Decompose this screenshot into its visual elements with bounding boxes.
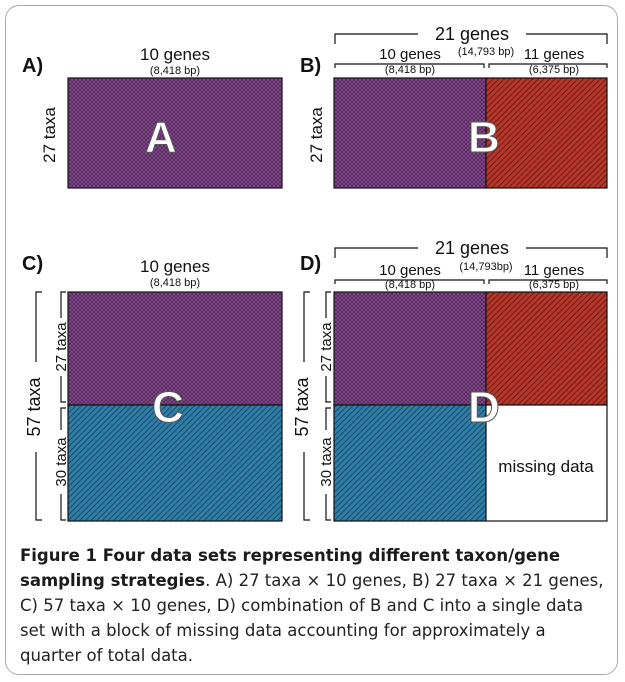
- panel-d-right-genes: 11 genes: [524, 262, 585, 279]
- panel-b-block-label: B: [468, 113, 500, 162]
- panel-a-letter: A): [22, 55, 43, 77]
- panel-a-block: [67, 77, 283, 189]
- panel-b-total-bp: (14,793 bp): [458, 46, 514, 58]
- panel-d-bottom-taxa: 30 taxa: [318, 437, 335, 487]
- panel-c-top-taxa: 27 taxa: [53, 322, 70, 372]
- panel-d-sub-brackets: [334, 279, 608, 284]
- panel-d-top-right-block: [485, 291, 608, 406]
- panel-a-taxa: 27 taxa: [40, 107, 59, 163]
- panel-d: D) 21 genes (14,793bp) 10 genes (8,418 b…: [292, 238, 608, 522]
- figure-diagram: A) 10 genes (8,418 bp) 27 taxa A B) 21 g…: [22, 24, 608, 522]
- panel-d-total-bracket: [334, 247, 608, 258]
- panel-c-bottom-taxa: 30 taxa: [53, 437, 70, 487]
- panel-d-top-left-block: [333, 291, 487, 406]
- panel-c: C) 10 genes (8,418 bp) 57 taxa 27 taxa 3…: [22, 253, 283, 522]
- panel-d-left-bp: (8,418 bp): [385, 279, 435, 291]
- panel-b-sub-brackets: [334, 63, 608, 68]
- panel-c-letter: C): [22, 253, 43, 275]
- panel-c-total-taxa: 57 taxa: [24, 376, 44, 436]
- panel-d-top-taxa: 27 taxa: [318, 322, 335, 372]
- panel-a-block-label: A: [145, 113, 177, 162]
- panel-d-bottom-left-block: [333, 404, 487, 522]
- panel-b-left-genes: 10 genes: [379, 46, 441, 63]
- panel-a-genes: 10 genes: [140, 45, 210, 64]
- panel-c-bottom-block: [67, 404, 283, 522]
- panel-b-left-bp: (8,418 bp): [385, 64, 435, 76]
- panel-a-bp: (8,418 bp): [150, 65, 200, 77]
- caption-body: . A) 27 taxa × 10 genes, B) 27 taxa × 21…: [20, 571, 604, 665]
- panel-d-block-label: D: [468, 383, 500, 432]
- panel-d-total-taxa: 57 taxa: [292, 376, 312, 436]
- panel-c-genes: 10 genes: [140, 257, 210, 276]
- panel-c-bp: (8,418 bp): [150, 277, 200, 289]
- panel-c-total-bracket: [35, 291, 42, 521]
- panel-d-left-genes: 10 genes: [379, 262, 441, 279]
- panel-d-total-genes: 21 genes: [435, 238, 509, 258]
- panel-b-right-genes: 11 genes: [524, 46, 585, 63]
- panel-b: B) 21 genes (14,793 bp) 10 genes (8,418 …: [300, 24, 608, 189]
- panel-b-letter: B): [300, 55, 321, 77]
- panel-c-block-label: C: [152, 383, 184, 432]
- panel-d-letter: D): [300, 253, 321, 275]
- panel-d-missing-label: missing data: [498, 457, 594, 476]
- panel-c-sub-brackets: [60, 291, 66, 521]
- panel-d-right-bp: (6,375 bp): [529, 279, 579, 291]
- panel-d-total-bp: (14,793bp): [459, 261, 512, 273]
- panel-b-total-genes: 21 genes: [435, 24, 509, 44]
- panel-a: A) 10 genes (8,418 bp) 27 taxa A: [22, 45, 283, 189]
- panel-b-right-bp: (6,375 bp): [529, 64, 579, 76]
- panel-b-right-block: [485, 77, 608, 189]
- panel-b-total-bracket: [334, 33, 608, 44]
- panel-b-taxa: 27 taxa: [307, 107, 326, 163]
- caption-lead: Figure 1 Four data sets representing dif…: [20, 546, 561, 590]
- figure-caption: Figure 1 Four data sets representing dif…: [20, 543, 610, 668]
- panel-d-taxa-brackets: [303, 291, 331, 521]
- panel-d-missing-block: [485, 404, 608, 522]
- panel-b-left-block: [333, 77, 487, 189]
